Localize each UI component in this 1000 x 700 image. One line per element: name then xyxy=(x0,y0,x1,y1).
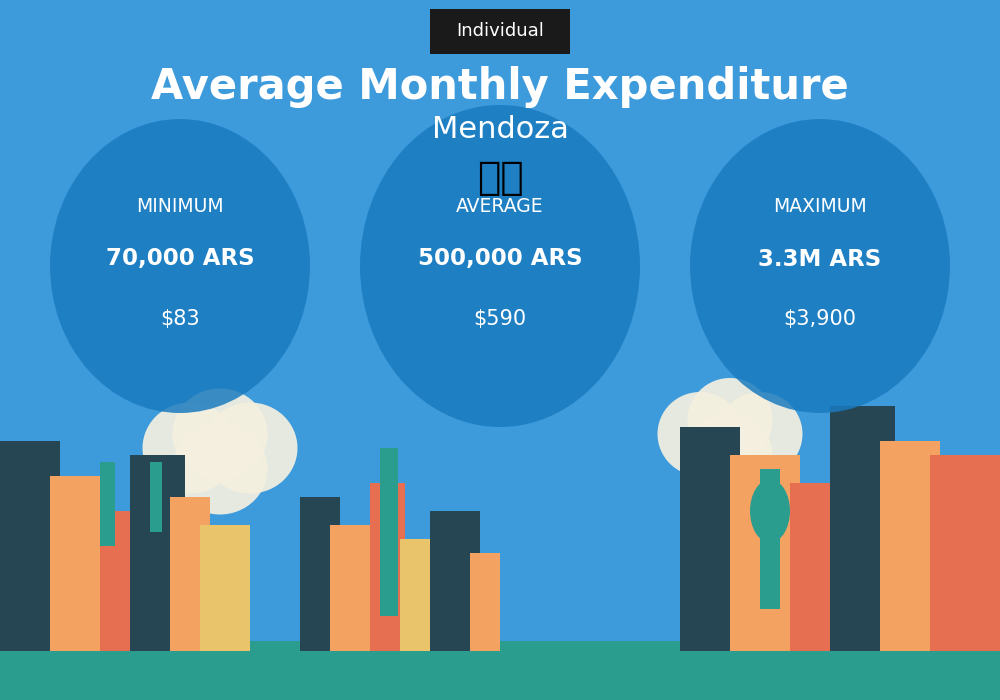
FancyBboxPatch shape xyxy=(0,441,60,651)
Ellipse shape xyxy=(50,119,310,413)
FancyBboxPatch shape xyxy=(880,441,940,651)
FancyBboxPatch shape xyxy=(0,441,60,651)
Text: MINIMUM: MINIMUM xyxy=(136,197,224,216)
Text: 🇦🇷: 🇦🇷 xyxy=(477,160,523,197)
Text: 70,000 ARS: 70,000 ARS xyxy=(106,248,254,270)
Text: $3,900: $3,900 xyxy=(784,309,856,328)
Ellipse shape xyxy=(750,480,790,542)
FancyBboxPatch shape xyxy=(830,406,895,651)
FancyBboxPatch shape xyxy=(760,469,780,609)
Text: MAXIMUM: MAXIMUM xyxy=(773,197,867,216)
FancyBboxPatch shape xyxy=(430,511,480,651)
Text: 3.3M ARS: 3.3M ARS xyxy=(758,248,882,270)
FancyBboxPatch shape xyxy=(400,539,440,651)
FancyBboxPatch shape xyxy=(790,483,840,651)
FancyBboxPatch shape xyxy=(100,462,115,546)
Text: 500,000 ARS: 500,000 ARS xyxy=(418,248,582,270)
FancyBboxPatch shape xyxy=(200,525,250,651)
FancyBboxPatch shape xyxy=(680,427,740,651)
Ellipse shape xyxy=(718,392,802,476)
FancyBboxPatch shape xyxy=(0,640,1000,700)
FancyBboxPatch shape xyxy=(100,511,150,651)
Text: $83: $83 xyxy=(160,309,200,328)
FancyBboxPatch shape xyxy=(370,483,405,651)
Ellipse shape xyxy=(143,402,238,493)
FancyBboxPatch shape xyxy=(730,455,800,651)
FancyBboxPatch shape xyxy=(930,455,1000,651)
Text: Individual: Individual xyxy=(456,22,544,41)
Ellipse shape xyxy=(658,392,742,476)
FancyBboxPatch shape xyxy=(300,497,340,651)
Text: $590: $590 xyxy=(473,309,527,328)
FancyBboxPatch shape xyxy=(380,448,398,616)
Ellipse shape xyxy=(173,424,268,514)
Ellipse shape xyxy=(688,378,772,462)
Text: AVERAGE: AVERAGE xyxy=(456,197,544,216)
FancyBboxPatch shape xyxy=(150,462,162,532)
FancyBboxPatch shape xyxy=(170,497,210,651)
FancyBboxPatch shape xyxy=(50,476,115,651)
Ellipse shape xyxy=(202,402,298,493)
Text: Mendoza: Mendoza xyxy=(432,115,568,144)
Ellipse shape xyxy=(688,413,772,497)
Text: Average Monthly Expenditure: Average Monthly Expenditure xyxy=(151,66,849,108)
FancyBboxPatch shape xyxy=(430,8,570,55)
Ellipse shape xyxy=(360,105,640,427)
FancyBboxPatch shape xyxy=(130,455,185,651)
FancyBboxPatch shape xyxy=(330,525,380,651)
Ellipse shape xyxy=(173,389,268,480)
Ellipse shape xyxy=(690,119,950,413)
FancyBboxPatch shape xyxy=(470,553,500,651)
